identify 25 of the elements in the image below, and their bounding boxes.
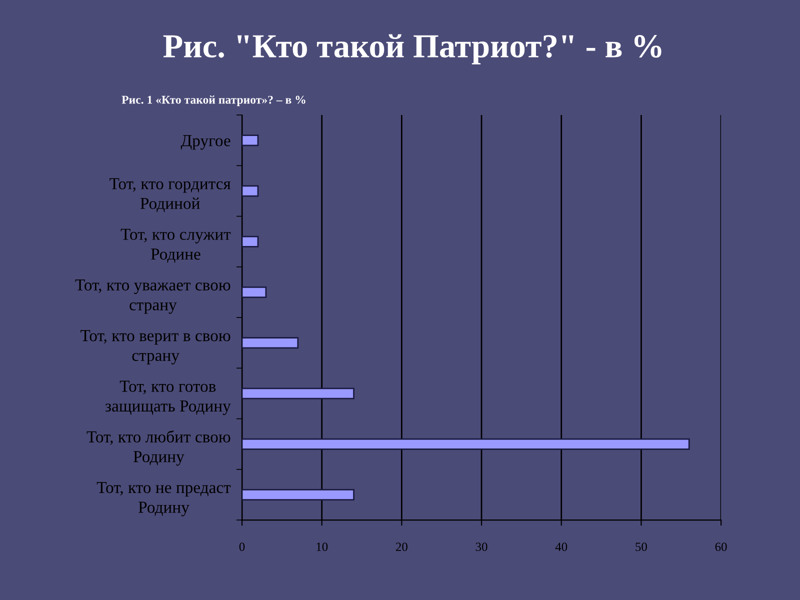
chart-title: Рис. "Кто такой Патриот?" - в % <box>163 34 662 64</box>
y-tick-label: Тот, кто уважает свою страну <box>75 279 230 314</box>
bar <box>242 185 259 197</box>
y-tick-label: Тот, кто служит Родине <box>120 228 231 263</box>
y-tick-label: Тот, кто не предаст Родину <box>96 482 231 516</box>
x-tick-label: 50 <box>636 542 647 552</box>
bar <box>242 236 259 248</box>
bar <box>242 286 267 298</box>
y-tick-label: Другое <box>180 135 230 150</box>
x-tick-label: 10 <box>316 542 328 552</box>
x-tick-label: 40 <box>555 542 568 552</box>
x-tick-label: 0 <box>239 542 245 552</box>
bar <box>242 488 354 500</box>
bar <box>242 134 259 146</box>
chart-subtitle: Рис. 1 «Кто такой патриот»? – в % <box>122 96 306 106</box>
x-tick-label: 30 <box>476 542 488 552</box>
bar <box>242 388 354 400</box>
y-tick-label: Тот, кто гордится Родиной <box>110 178 231 212</box>
x-tick-label: 60 <box>715 542 727 552</box>
bar <box>242 337 299 349</box>
bar <box>242 438 690 450</box>
y-tick-label: Тот, кто любит свою Родину <box>86 430 230 466</box>
x-tick-label: 20 <box>396 542 408 552</box>
y-tick-label: Тот, кто готов защищать Родину <box>105 380 231 416</box>
y-tick-label: Тот, кто верит в свою страну <box>80 330 230 364</box>
